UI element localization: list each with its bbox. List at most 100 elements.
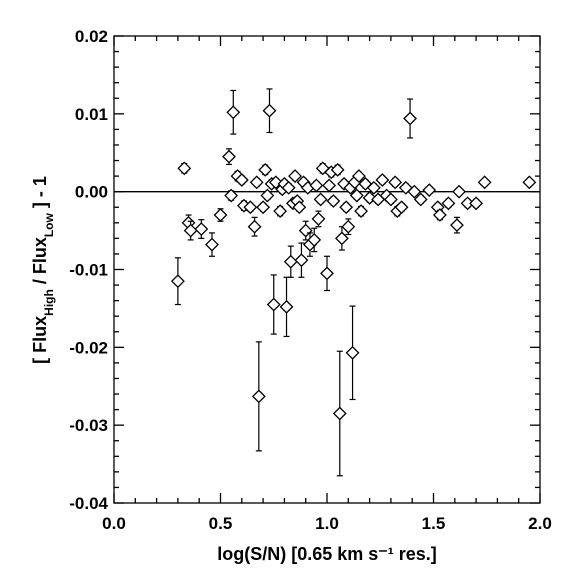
diamond-marker [330, 162, 345, 177]
data-point [311, 210, 326, 228]
data-point [358, 176, 373, 191]
diamond-marker [177, 161, 192, 176]
y-tick-label: -0.03 [69, 416, 108, 435]
x-tick-label: 1.0 [315, 514, 339, 533]
diamond-marker [332, 406, 347, 421]
diamond-marker [388, 175, 403, 190]
data-point [403, 98, 417, 139]
data-point [194, 219, 209, 239]
diamond-marker [432, 208, 447, 222]
diamond-marker [452, 184, 466, 199]
data-point [349, 188, 364, 203]
diamond-marker [273, 204, 288, 219]
data-point [183, 220, 198, 241]
data-point [283, 245, 298, 278]
y-axis-title-mid: / Flux [30, 237, 50, 289]
data-point [452, 184, 466, 199]
data-point [432, 208, 447, 222]
data-points [170, 88, 537, 477]
data-point [330, 162, 345, 177]
diamond-marker [258, 162, 273, 177]
data-point [266, 274, 281, 335]
data-point [251, 341, 266, 452]
data-point [320, 255, 334, 292]
data-point [450, 216, 464, 234]
y-axis-ticks: -0.04 -0.03 -0.02 -0.01 0.00 0.01 0.02 [69, 27, 540, 513]
diamond-marker [422, 183, 437, 198]
data-point [354, 204, 368, 219]
y-tick-label: 0.00 [75, 183, 108, 202]
diamond-marker [334, 231, 349, 246]
diamond-marker [341, 219, 356, 234]
data-point [345, 305, 360, 401]
data-point [247, 216, 262, 237]
data-point [477, 175, 492, 190]
x-axis-ticks: 0.0 0.5 1.0 1.5 2.0 [102, 36, 552, 533]
diamond-marker [194, 222, 209, 236]
diamond-marker [407, 184, 422, 199]
diamond-marker [311, 211, 326, 226]
data-point [307, 227, 322, 253]
diamond-marker [266, 297, 281, 312]
diamond-marker [268, 175, 283, 190]
data-point [413, 192, 428, 207]
data-point [268, 175, 283, 190]
data-point [407, 184, 422, 199]
y-tick-label: 0.01 [75, 105, 108, 124]
diamond-marker [213, 208, 228, 222]
diamond-marker [354, 204, 368, 219]
diamond-marker [362, 190, 377, 205]
diamond-marker [309, 178, 324, 193]
data-point [313, 192, 328, 207]
diamond-marker [375, 173, 390, 187]
y-axis-title: [ FluxHigh / FluxLow ] - 1 [30, 176, 56, 364]
data-point [332, 350, 347, 477]
data-point [375, 173, 390, 187]
diamond-marker [222, 149, 236, 164]
y-axis-title-sub-high: High [42, 289, 56, 316]
diamond-marker [251, 389, 266, 404]
diamond-marker [366, 180, 381, 195]
diamond-marker [383, 192, 398, 207]
diamond-marker [283, 254, 298, 269]
data-point [262, 88, 277, 134]
data-point [177, 161, 192, 176]
diamond-marker [205, 237, 219, 252]
diamond-marker [352, 169, 366, 184]
diamond-marker [477, 175, 492, 190]
data-point [170, 257, 185, 306]
data-point [234, 173, 249, 187]
data-point [294, 242, 309, 278]
data-point [273, 204, 288, 219]
diamond-marker [349, 188, 364, 203]
data-point [366, 180, 381, 195]
diamond-marker [234, 173, 249, 187]
diamond-marker [522, 175, 537, 190]
data-point [281, 180, 296, 195]
y-tick-label: -0.04 [69, 494, 108, 513]
data-point [224, 188, 239, 203]
y-axis-title-open: [ Flux [30, 316, 50, 364]
diamond-marker [345, 345, 360, 360]
diamond-marker [256, 200, 271, 215]
data-point [460, 196, 475, 211]
data-point [422, 183, 437, 198]
y-axis-title-sub-low: Low [42, 213, 56, 238]
data-point [226, 89, 241, 135]
data-point [279, 276, 294, 338]
diamond-marker [441, 196, 456, 211]
diamond-marker [247, 219, 262, 234]
data-point [309, 178, 324, 193]
data-point [469, 196, 484, 211]
data-point [339, 200, 354, 215]
diamond-marker [403, 111, 417, 126]
data-point [341, 218, 356, 236]
data-point [352, 169, 366, 184]
diamond-marker [394, 200, 409, 215]
diamond-marker [313, 192, 328, 207]
diamond-marker [226, 105, 241, 120]
data-point [394, 200, 409, 215]
diamond-marker [413, 192, 428, 207]
diamond-marker [183, 223, 198, 238]
